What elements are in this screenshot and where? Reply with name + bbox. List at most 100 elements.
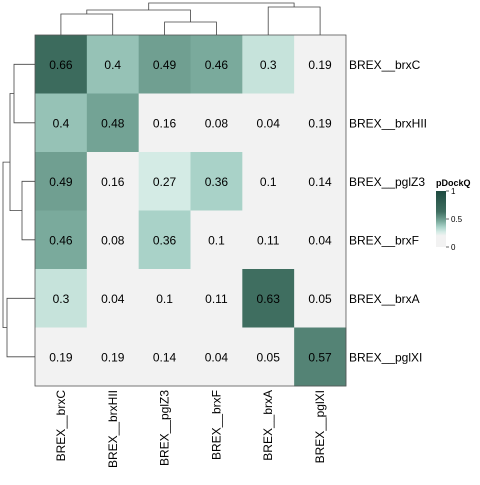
cell-value-label: 0.4	[53, 116, 70, 130]
cell-value-label: 0.19	[308, 116, 332, 130]
cell-value-label: 0.27	[153, 175, 177, 189]
cell-value-label: 0.04	[308, 233, 332, 247]
row-labels: BREX__brxC BREX__brxHII BREX__pglZ3 BREX__b…	[349, 58, 427, 365]
cell-value-labels: 0.66 0.4 0.49 0.46 0.3 0.19 0.4 0.48 0.16 0.08 0.0…	[49, 58, 332, 365]
heatmap-cell	[242, 93, 295, 153]
heatmap-cell	[242, 152, 295, 211]
heatmap-cell	[294, 210, 347, 270]
cell-value-label: 0.66	[49, 58, 73, 72]
cell-value-label: 0.19	[308, 58, 332, 72]
heatmap-cell	[294, 35, 347, 94]
cell-value-label: 0.05	[257, 350, 281, 364]
heatmap-cell	[242, 269, 295, 328]
cell-value-label: 0.48	[101, 116, 125, 130]
cell-value-label: 0.19	[49, 350, 73, 364]
dendrogram-branch	[13, 63, 35, 124]
heatmap-cell	[190, 93, 243, 153]
legend-title: pDockQ	[436, 178, 471, 188]
cell-value-label: 0.08	[205, 116, 229, 130]
cell-value-label: 0.1	[156, 292, 173, 306]
row-label: BREX__pglXI	[349, 350, 422, 364]
heatmap-cell	[242, 210, 295, 270]
column-label: BREX__brxA	[261, 390, 275, 461]
heatmap-cell	[35, 327, 88, 387]
heatmap-cell	[138, 327, 191, 387]
cell-value-label: 0.3	[260, 58, 277, 72]
heatmap-cell	[86, 327, 140, 387]
row-label: BREX__brxC	[349, 58, 421, 72]
cell-value-label: 0.36	[153, 233, 177, 247]
legend-tick-label: 0	[451, 243, 456, 252]
heatmap-cell	[35, 35, 88, 94]
cell-value-label: 0.1	[208, 233, 225, 247]
heatmap-cell	[294, 93, 347, 153]
cell-value-label: 0.4	[104, 58, 121, 72]
heatmap-cell	[294, 269, 347, 328]
heatmap-cell	[35, 93, 88, 153]
column-label: BREX__pglZ3	[158, 390, 172, 466]
dendrogram-branch	[164, 21, 217, 35]
row-label: BREX__brxHII	[349, 116, 427, 130]
heatmap-cell	[242, 35, 295, 94]
heatmap-cell	[294, 327, 347, 387]
dendrogram-branch	[6, 297, 35, 358]
column-label: BREX__brxHII	[106, 390, 120, 468]
column-dendrogram	[60, 2, 321, 35]
heatmap-cell	[190, 210, 243, 270]
cell-value-label: 0.04	[257, 116, 281, 130]
heatmap-cell	[86, 93, 140, 153]
cell-value-label: 0.3	[53, 292, 70, 306]
row-label: BREX__brxF	[349, 233, 419, 247]
heatmap-border	[34, 34, 347, 387]
legend-tick-label: 1	[451, 187, 456, 196]
dendrogram-branch	[60, 13, 114, 35]
heatmap-cell	[294, 152, 347, 211]
legend-tick-label: 0.5	[451, 215, 463, 224]
dendrogram-branch	[86, 9, 191, 22]
heatmap-cell	[190, 269, 243, 328]
heatmap-cell	[86, 152, 140, 211]
heatmap-cell	[138, 210, 191, 270]
dendrogram-branch	[21, 180, 35, 241]
heatmap-cell	[138, 35, 191, 94]
heatmap-cells	[35, 35, 347, 387]
row-label: BREX__brxA	[349, 292, 420, 306]
cell-value-label: 0.36	[205, 175, 229, 189]
cell-value-label: 0.04	[101, 292, 125, 306]
cell-value-label: 0.11	[205, 292, 228, 306]
heatmap-cell	[35, 152, 88, 211]
cell-value-label: 0.08	[101, 233, 125, 247]
cell-value-label: 0.19	[101, 350, 125, 364]
heatmap-cell	[86, 210, 140, 270]
cell-value-label: 0.63	[257, 292, 281, 306]
heatmap-cell	[86, 35, 140, 94]
row-label: BREX__pglZ3	[349, 175, 425, 189]
cell-value-label: 0.16	[153, 116, 177, 130]
column-labels: BREX__brxC BREX__brxHII BREX__pglZ3 BREX__b…	[54, 390, 327, 468]
legend-color-bar	[436, 191, 446, 247]
heatmap-cell	[190, 35, 243, 94]
cell-value-label: 0.49	[49, 175, 73, 189]
cell-value-label: 0.46	[49, 233, 73, 247]
heatmap-cell	[86, 269, 140, 328]
cell-value-label: 0.11	[257, 233, 280, 247]
heatmap-cell	[35, 210, 88, 270]
cell-value-label: 0.1	[260, 175, 277, 189]
dendrogram-branch	[267, 6, 321, 35]
heatmap-cell	[35, 269, 88, 328]
heatmap-cell	[138, 152, 191, 211]
heatmap-cell	[190, 152, 243, 211]
heatmap-cell	[138, 269, 191, 328]
column-label: BREX__pglXI	[313, 390, 327, 463]
row-dendrogram	[2, 63, 35, 358]
cell-value-label: 0.16	[101, 175, 125, 189]
cell-value-label: 0.04	[205, 350, 229, 364]
cell-value-label: 0.05	[308, 292, 332, 306]
cell-value-label: 0.14	[308, 175, 332, 189]
dendrogram-branch	[2, 161, 10, 329]
cell-value-label: 0.46	[205, 58, 229, 72]
heatmap-cell	[138, 93, 191, 153]
